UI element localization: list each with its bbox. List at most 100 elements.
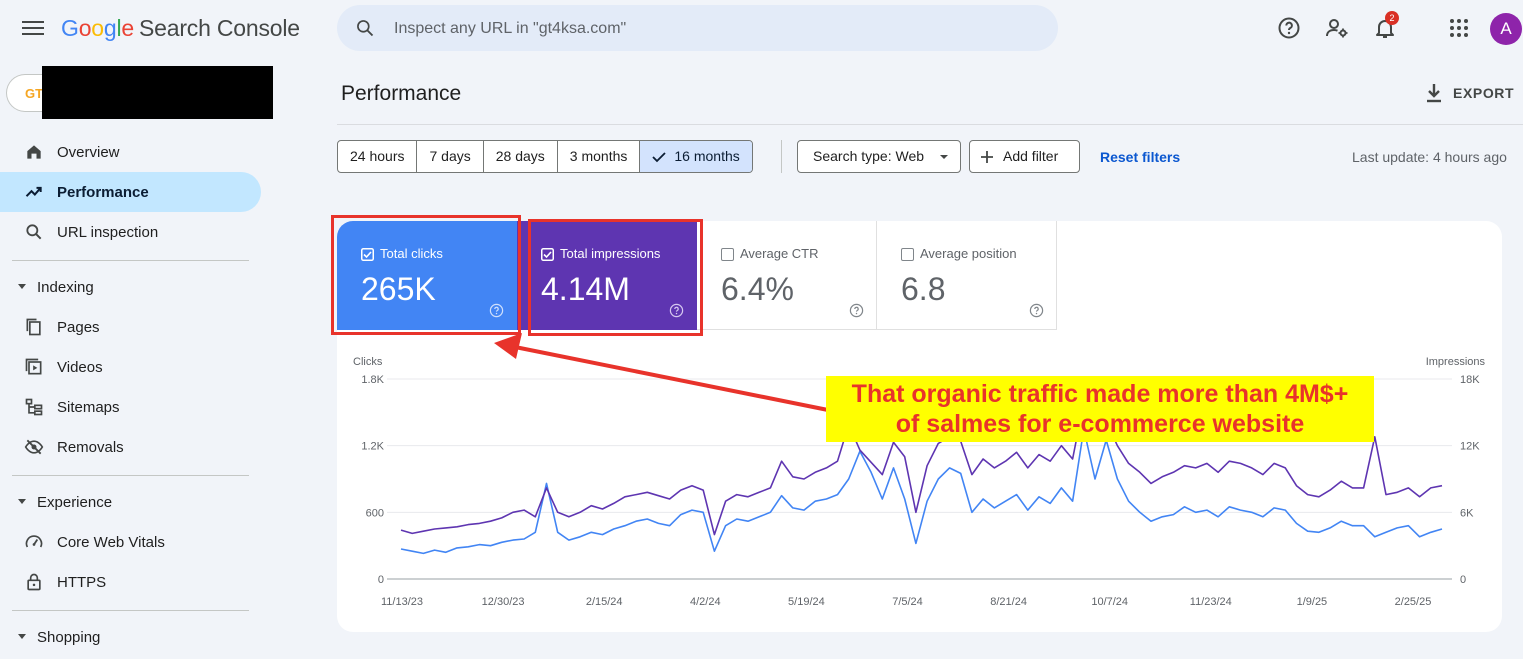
y-axis-right-label: Impressions xyxy=(1426,356,1486,368)
help-icon[interactable] xyxy=(489,303,504,318)
annotation-line-2: of salmes for e-commerce website xyxy=(895,410,1305,438)
metric-average-ctr[interactable]: Average CTR 6.4% xyxy=(697,221,877,330)
property-selector[interactable]: GT xyxy=(6,74,46,112)
checkbox-unchecked-icon[interactable] xyxy=(721,248,734,261)
home-icon xyxy=(27,145,41,159)
video-icon xyxy=(25,358,42,375)
sidebar-item-label: Removals xyxy=(57,439,124,456)
y-right-tick-label: 6K xyxy=(1460,507,1474,519)
metric-total-impressions[interactable]: Total impressions 4.14M xyxy=(517,221,697,330)
sidebar-item-https[interactable]: HTTPS xyxy=(0,562,261,602)
dropdown-arrow-icon xyxy=(940,155,948,159)
metric-label: Average position xyxy=(920,246,1017,261)
search-icon xyxy=(26,224,42,240)
speed-icon xyxy=(25,535,43,548)
x-tick-label: 5/19/24 xyxy=(788,596,825,608)
help-icon[interactable] xyxy=(1277,16,1301,40)
date-range-label: 16 months xyxy=(674,148,740,164)
logo-letter: o xyxy=(91,15,104,41)
sidebar-item-performance[interactable]: Performance xyxy=(0,172,261,212)
help-icon[interactable] xyxy=(1029,303,1044,318)
add-filter-button[interactable]: Add filter xyxy=(969,140,1080,173)
sidebar-section-indexing[interactable]: Indexing xyxy=(0,269,261,305)
checkbox-unchecked-icon[interactable] xyxy=(901,248,914,261)
y-left-tick-label: 1.2K xyxy=(361,441,384,453)
google-wordmark: Google xyxy=(61,15,134,41)
logo-letter: g xyxy=(103,15,117,41)
annotation-arrow xyxy=(494,333,829,412)
metric-label: Total clicks xyxy=(380,246,443,261)
metric-label: Total impressions xyxy=(560,246,661,261)
x-tick-label: 4/2/24 xyxy=(690,596,721,608)
menu-icon[interactable] xyxy=(22,18,44,38)
logo-letter: l xyxy=(116,15,122,41)
search-icon xyxy=(357,20,374,37)
x-tick-label: 11/13/23 xyxy=(381,596,423,608)
reset-filters-link[interactable]: Reset filters xyxy=(1100,149,1181,165)
sidebar-item-label: Performance xyxy=(57,184,149,201)
sidebar-item-overview[interactable]: Overview xyxy=(0,132,261,172)
annotation-note: That organic traffic made more than 4M$+… xyxy=(826,376,1374,442)
add-filter-label: Add filter xyxy=(1003,148,1059,164)
y-right-tick-label: 12K xyxy=(1460,441,1480,453)
y-axis-left-label: Clicks xyxy=(353,356,383,368)
product-name: Search Console xyxy=(139,15,300,41)
date-range-selector: 24 hours 7 days 28 days 3 months 16 mont… xyxy=(337,140,753,173)
y-right-tick-label: 18K xyxy=(1460,374,1480,386)
sidebar-item-label: Videos xyxy=(57,359,103,376)
x-tick-label: 11/23/24 xyxy=(1190,596,1232,608)
avatar[interactable]: A xyxy=(1490,13,1522,45)
logo-letter: o xyxy=(78,15,92,41)
sidebar-divider xyxy=(12,260,249,261)
sidebar-item-sitemaps[interactable]: Sitemaps xyxy=(0,387,261,427)
last-update-text: Last update: 4 hours ago xyxy=(1352,149,1507,165)
url-inspect-search[interactable]: Inspect any URL in "gt4ksa.com" xyxy=(337,5,1058,51)
sidebar-item-label: Sitemaps xyxy=(57,399,120,416)
metric-total-clicks[interactable]: Total clicks 265K xyxy=(337,221,517,330)
sidebar-item-core-web-vitals[interactable]: Core Web Vitals xyxy=(0,522,261,562)
date-range-7-days[interactable]: 7 days xyxy=(417,141,484,172)
checkbox-checked-icon[interactable] xyxy=(361,248,374,261)
notification-badge: 2 xyxy=(1385,11,1399,25)
help-icon[interactable] xyxy=(849,303,864,318)
y-left-tick-label: 0 xyxy=(378,574,384,586)
sidebar-item-videos[interactable]: Videos xyxy=(0,347,261,387)
checkbox-checked-icon[interactable] xyxy=(541,248,554,261)
x-tick-label: 8/21/24 xyxy=(990,596,1027,608)
date-range-24-hours[interactable]: 24 hours xyxy=(338,141,418,172)
metric-average-position[interactable]: Average position 6.8 xyxy=(877,221,1057,330)
x-tick-label: 2/25/25 xyxy=(1395,596,1432,608)
sidebar-section-experience[interactable]: Experience xyxy=(0,484,261,520)
sidebar-section-label: Shopping xyxy=(37,629,101,646)
x-tick-label: 12/30/23 xyxy=(482,596,525,608)
apps-icon[interactable] xyxy=(1447,16,1471,40)
x-tick-label: 2/15/24 xyxy=(586,596,623,608)
x-tick-label: 1/9/25 xyxy=(1297,596,1328,608)
date-range-3-months[interactable]: 3 months xyxy=(558,141,641,172)
date-range-16-months[interactable]: 16 months xyxy=(640,141,752,172)
download-icon xyxy=(1427,84,1441,103)
metric-value: 6.8 xyxy=(901,271,946,307)
sidebar-item-pages[interactable]: Pages xyxy=(0,307,261,347)
trending-icon xyxy=(25,186,42,197)
sidebar-section-label: Experience xyxy=(37,494,113,511)
search-input[interactable]: Inspect any URL in "gt4ksa.com" xyxy=(394,20,627,37)
sidebar: GT Overview Performance URL inspection I… xyxy=(0,58,275,659)
clicks-series-line xyxy=(400,428,1443,555)
annotation-line-1: That organic traffic made more than 4M$+ xyxy=(851,380,1349,408)
search-type-label: Search type: Web xyxy=(813,148,925,164)
date-range-28-days[interactable]: 28 days xyxy=(484,141,558,172)
sidebar-section-shopping[interactable]: Shopping xyxy=(0,619,261,655)
manage-accounts-icon[interactable] xyxy=(1325,16,1349,40)
sidebar-item-removals[interactable]: Removals xyxy=(0,427,261,467)
help-icon[interactable] xyxy=(669,303,684,318)
lock-icon xyxy=(27,573,41,591)
search-type-filter[interactable]: Search type: Web xyxy=(797,140,961,173)
collapse-arrow-icon xyxy=(18,499,26,504)
sidebar-item-url-inspection[interactable]: URL inspection xyxy=(0,212,261,252)
impressions-series-line xyxy=(400,401,1443,536)
logo-letter: e xyxy=(121,15,134,41)
product-logo[interactable]: Google Search Console xyxy=(61,15,300,42)
pages-icon xyxy=(26,318,41,336)
x-tick-label: 10/7/24 xyxy=(1091,596,1128,608)
